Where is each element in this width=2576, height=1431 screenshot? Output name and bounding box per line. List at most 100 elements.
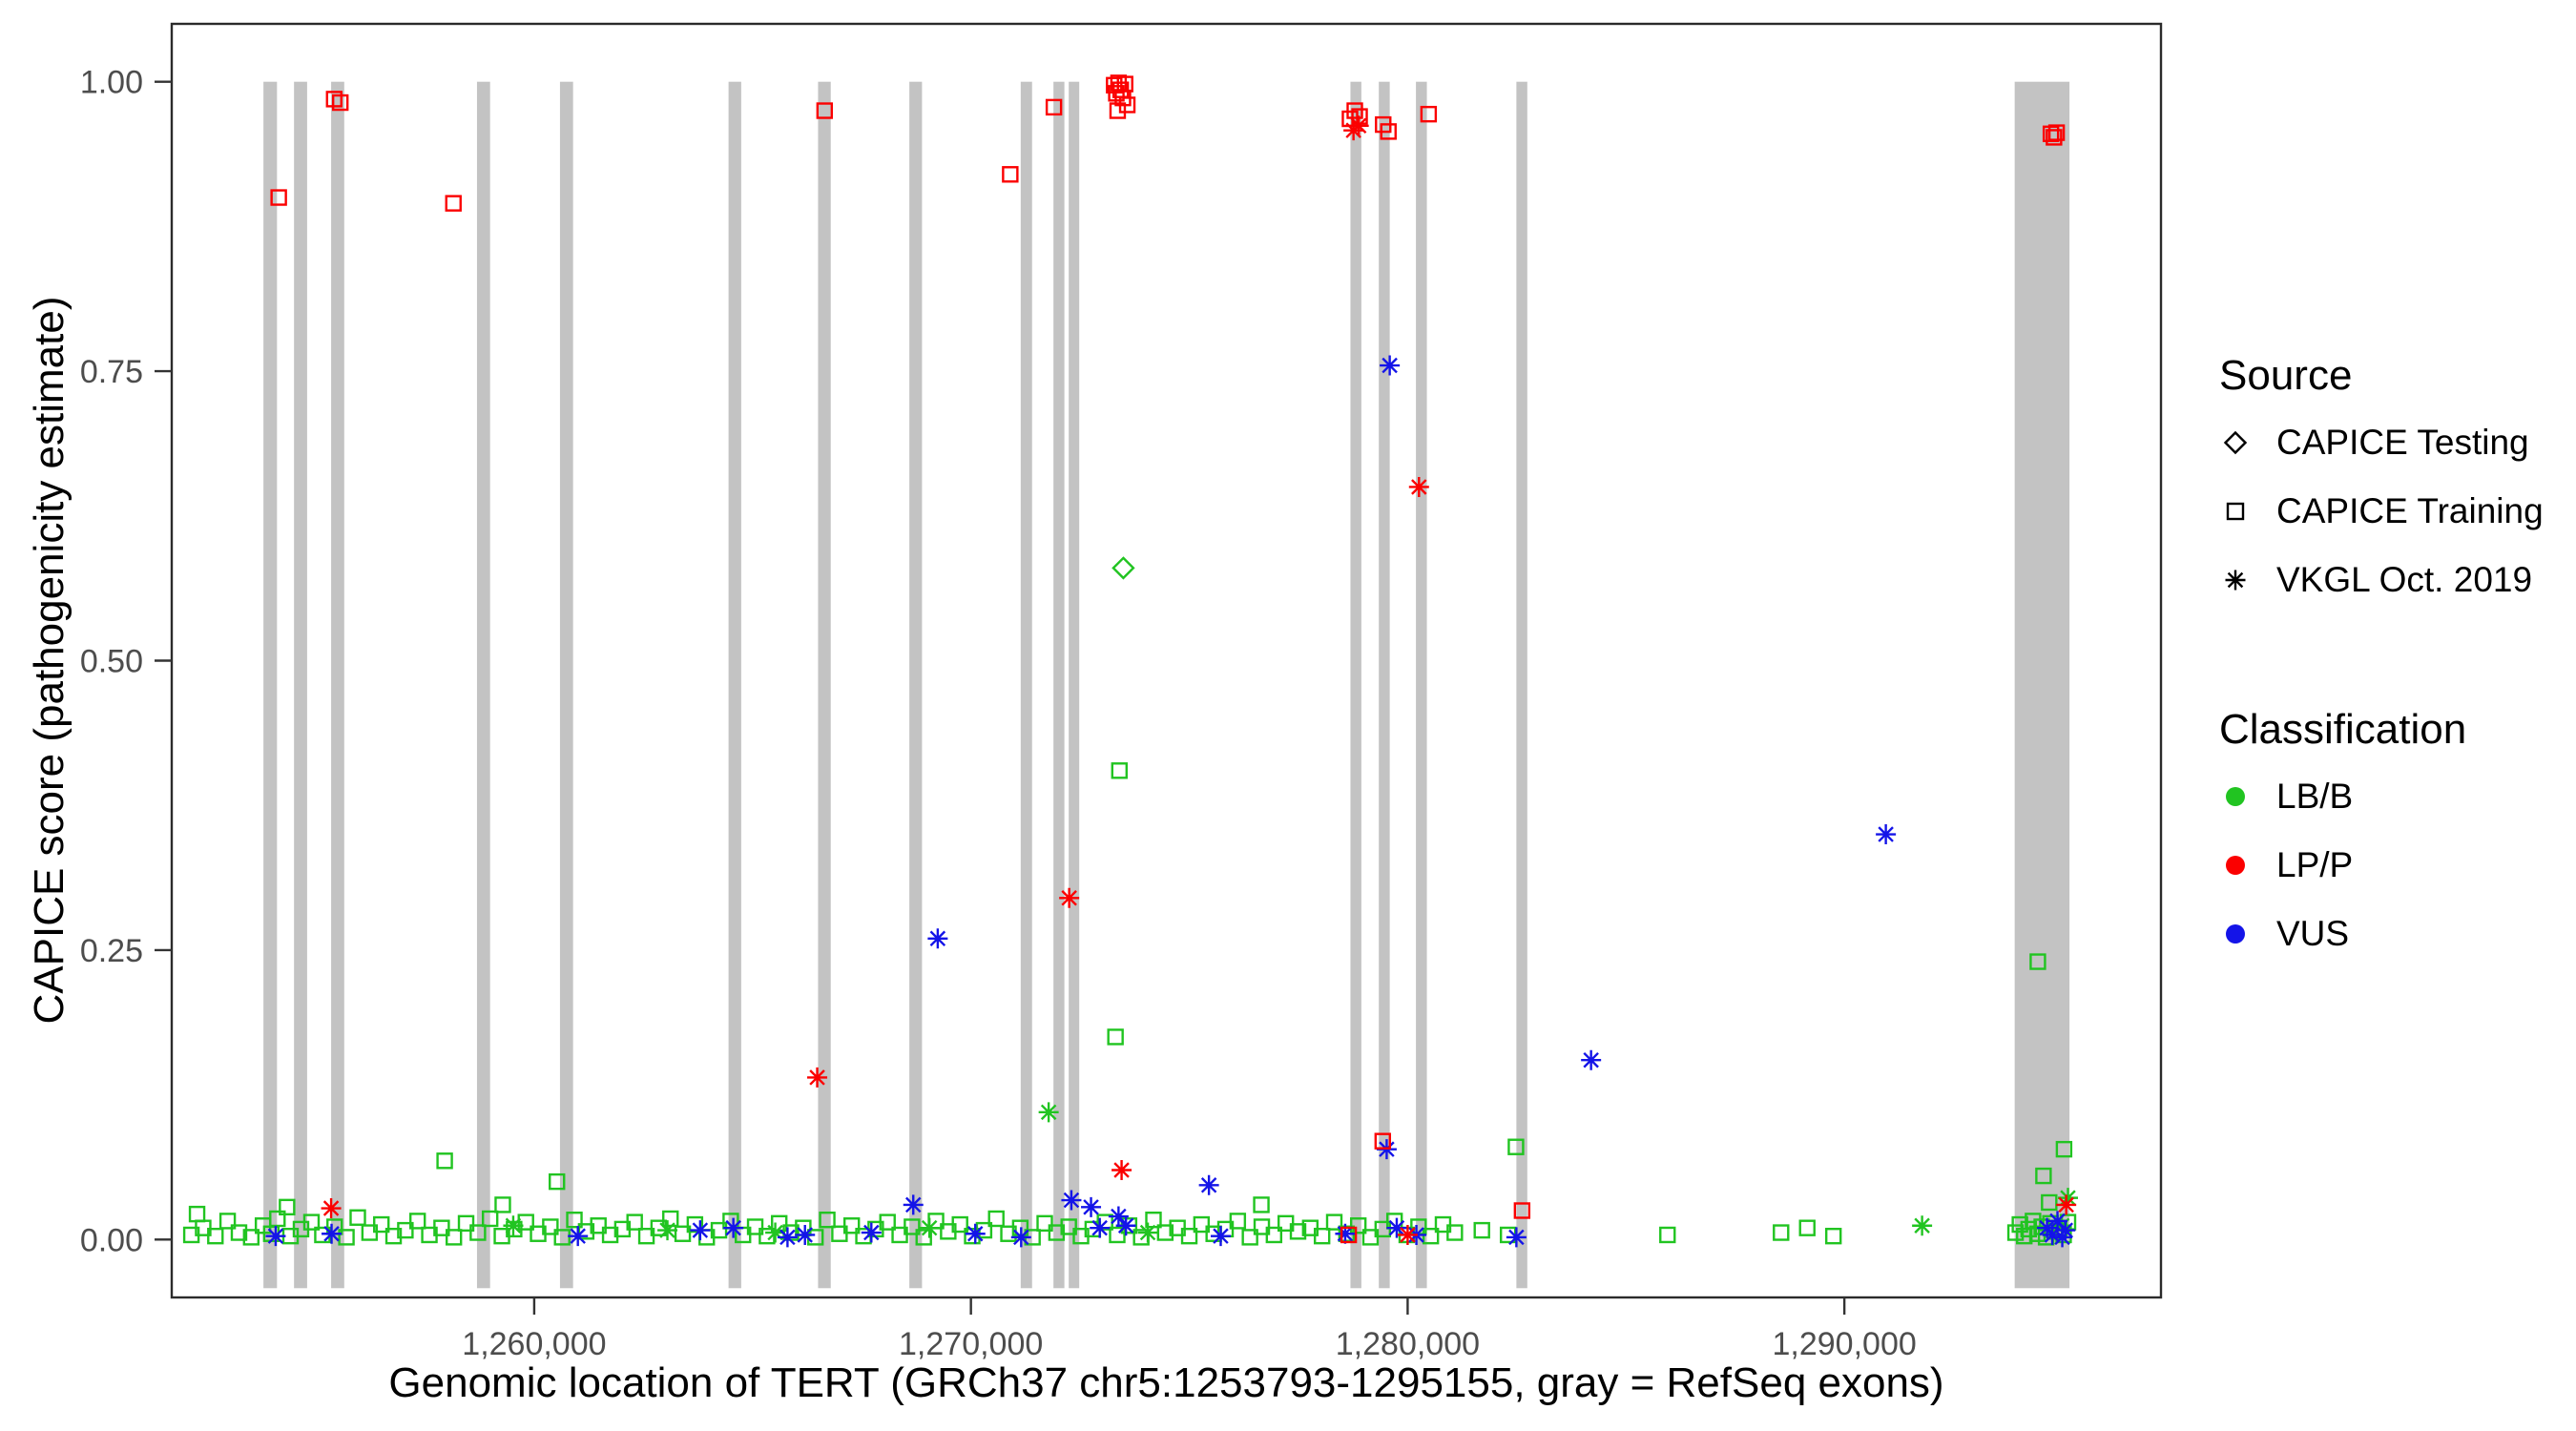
data-point-square (207, 1227, 224, 1245)
exon-band (2014, 81, 2070, 1289)
y-axis-title: CAPICE score (pathogenicity estimate) (26, 296, 73, 1025)
data-point-square (494, 1196, 511, 1213)
data-point-square (1109, 1226, 1126, 1244)
exon-band (909, 81, 923, 1289)
data-point-asterisk (919, 1217, 940, 1238)
data-point-asterisk (2052, 1227, 2073, 1248)
legend-item-label: LP/P (2276, 845, 2354, 884)
data-point-square (549, 1172, 566, 1191)
data-point-asterisk (795, 1224, 816, 1245)
data-point-square (1109, 102, 1127, 119)
square-icon (2226, 502, 2245, 521)
data-point-square (1253, 1196, 1270, 1213)
data-point-square (1289, 1223, 1307, 1240)
exon-band (263, 81, 278, 1289)
data-point-square (1325, 1213, 1343, 1231)
data-point-square (904, 1218, 921, 1235)
data-point-square (1420, 105, 1438, 123)
data-point-square (964, 1227, 981, 1245)
data-point-square (674, 1225, 692, 1242)
legend-item-lbb: LB/B (2219, 762, 2572, 831)
exon-band (331, 81, 344, 1289)
data-point-asterisk (1581, 1049, 1602, 1070)
data-point-square (242, 1229, 260, 1246)
data-point-square (384, 1227, 403, 1245)
data-point-asterisk (2056, 1194, 2077, 1215)
data-point-square (746, 1218, 764, 1235)
data-point-square (270, 189, 287, 206)
data-point-asterisk (568, 1226, 589, 1247)
data-point-asterisk (690, 1220, 711, 1241)
data-point-diamond (1111, 556, 1135, 580)
data-point-square (1156, 1224, 1174, 1241)
data-point-asterisk (2047, 1211, 2068, 1232)
data-point-square (951, 1215, 968, 1234)
data-point-asterisk (723, 1217, 744, 1238)
y-tick-label: 1.00 (80, 65, 143, 101)
data-point-asterisk (1061, 1190, 1082, 1211)
data-point-asterisk (1912, 1215, 1933, 1236)
data-point-square (338, 1229, 355, 1246)
data-point-square (1193, 1215, 1211, 1234)
exon-band (476, 81, 490, 1289)
data-point-square (1473, 1221, 1490, 1239)
data-point-square (2047, 124, 2066, 141)
data-point-square (1000, 1225, 1017, 1242)
data-point-asterisk (807, 1067, 828, 1088)
data-point-asterisk (657, 1220, 678, 1241)
data-point-square (1241, 1229, 1258, 1246)
x-axis-title: Genomic location of TERT (GRCh37 chr5:12… (388, 1359, 1944, 1406)
data-point-square (269, 1210, 286, 1228)
data-point-asterisk (2058, 1188, 2078, 1209)
legend-title-source: Source (2219, 352, 2353, 399)
data-point-asterisk (2055, 1220, 2076, 1241)
data-point-square (1773, 1224, 1790, 1241)
data-point-square (2041, 1193, 2058, 1212)
data-point-asterisk (1397, 1224, 1418, 1245)
data-point-asterisk (1335, 1223, 1356, 1244)
data-point-square (1002, 166, 1019, 183)
legend-item-label: VKGL Oct. 2019 (2276, 560, 2533, 599)
y-tick-label: 0.50 (80, 644, 143, 680)
exon-band (1020, 81, 1032, 1289)
data-point-square (1659, 1226, 1676, 1244)
legend-group-source: Source CAPICE Testing CAPICE Training VK… (2219, 351, 2572, 614)
data-point-asterisk (1115, 1215, 1136, 1236)
y-tick-label: 0.75 (80, 354, 143, 390)
data-point-square (879, 1213, 896, 1231)
data-point-square (2035, 1167, 2052, 1185)
exon-band (728, 81, 741, 1289)
data-point-square (2046, 129, 2063, 146)
legend-title-classification: Classification (2219, 706, 2467, 753)
red-dot-icon (2226, 856, 2245, 875)
x-tick-label: 1,270,000 (899, 1326, 1043, 1362)
data-point-asterisk (1111, 1160, 1132, 1180)
exon-band (559, 81, 573, 1289)
data-point-asterisk (1137, 1222, 1158, 1243)
data-point-square (1111, 762, 1128, 779)
x-tick-label: 1,260,000 (462, 1326, 606, 1362)
data-point-square (1116, 75, 1133, 93)
legend-item-label: VUS (2276, 914, 2350, 953)
data-point-square (987, 1210, 1005, 1228)
data-point-asterisk (1210, 1226, 1231, 1247)
data-point-square (397, 1221, 414, 1239)
data-point-square (2029, 953, 2046, 970)
data-point-asterisk (1348, 115, 1369, 136)
exon-band (1350, 81, 1361, 1289)
data-point-asterisk (861, 1222, 882, 1243)
data-point-square (1265, 1226, 1283, 1244)
data-point-square (1107, 1028, 1124, 1046)
exon-band (818, 81, 831, 1289)
data-point-square (975, 1221, 993, 1239)
data-point-asterisk (1380, 355, 1401, 376)
data-point-square (457, 1214, 475, 1233)
data-point-square (542, 1218, 559, 1235)
data-point-asterisk (1108, 1206, 1129, 1227)
asterisk-icon (2225, 570, 2246, 591)
data-point-square (436, 1152, 453, 1170)
legend-item-capice-training: CAPICE Training (2219, 477, 2572, 546)
data-point-square (230, 1224, 248, 1241)
exon-band (1053, 81, 1065, 1289)
